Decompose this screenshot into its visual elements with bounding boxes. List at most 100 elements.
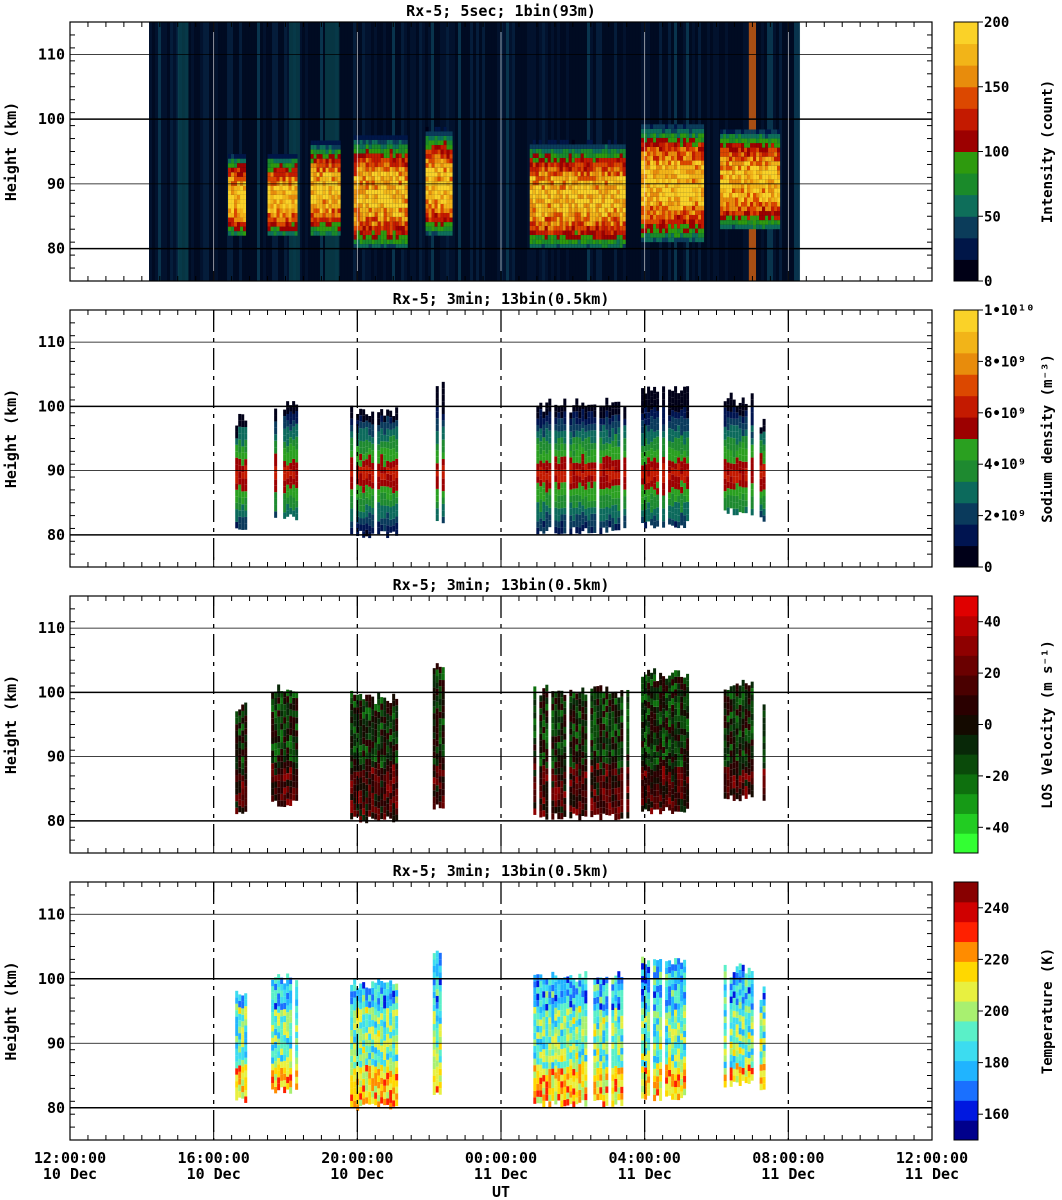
data-cell [435,495,439,502]
intensity-cell [768,179,772,184]
data-cell [386,486,390,494]
intensity-cell [668,196,672,202]
intensity-cell [288,217,292,223]
intensity-cell [291,167,295,173]
intensity-cell [282,172,286,177]
intensity-cell [644,219,648,225]
intensity-cell [656,210,660,215]
intensity-cell [228,226,232,232]
data-cell [377,457,381,464]
intensity-cell [583,144,587,149]
intensity-cell [741,197,745,203]
intensity-cell [610,203,614,208]
data-cell [599,456,603,464]
intensity-cell [701,187,705,193]
data-cell [614,453,618,460]
intensity-cell [316,172,320,177]
intensity-cell [535,207,539,213]
intensity-cell [377,194,381,199]
intensity-cell [622,235,626,240]
intensity-cell [604,216,608,222]
data-cell [286,426,290,434]
intensity-cell [674,151,678,157]
data-cell [575,436,579,444]
intensity-cell [692,133,696,138]
intensity-cell [595,180,599,186]
intensity-cell [395,198,399,204]
intensity-cell [425,231,429,236]
data-cell [235,801,239,808]
intensity-cell [446,167,450,173]
data-cell [295,404,299,412]
intensity-cell [377,239,381,245]
data-cell [614,517,618,524]
intensity-cell [735,179,739,184]
colorbar-swatch [954,194,978,217]
intensity-cell [374,198,378,204]
colorbar-tick-label: 0 [984,560,992,576]
data-cell [395,439,399,446]
intensity-cell [741,170,745,175]
intensity-cell [449,190,453,195]
data-cell [569,444,573,452]
intensity-cell [583,171,587,177]
intensity-cell [616,225,620,231]
intensity-cell [662,174,666,179]
intensity-cell [282,185,286,191]
data-cell [741,448,745,456]
intensity-cell [316,158,320,164]
intensity-cell [574,157,578,163]
intensity-cell [240,167,244,173]
intensity-cell [559,171,563,177]
intensity-cell [729,211,733,216]
noise-streak [470,22,474,281]
data-cell [435,398,439,406]
data-cell [611,421,615,429]
intensity-cell [686,124,690,129]
intensity-cell [568,153,572,158]
data-cell [641,458,645,466]
intensity-cell [744,206,748,212]
data-cell [677,412,681,419]
intensity-cell [598,153,602,158]
intensity-cell [619,157,623,163]
data-cell [548,398,552,406]
intensity-cell [319,222,323,227]
data-cell [295,417,299,424]
intensity-cell [313,176,317,182]
intensity-cell [607,162,611,168]
intensity-cell [334,222,338,227]
data-cell [671,422,675,430]
noise-streak [221,22,225,281]
data-cell [578,418,582,425]
intensity-cell [443,222,447,227]
intensity-cell [316,149,320,155]
data-cell [539,511,543,519]
intensity-cell [431,190,435,195]
intensity-cell [356,221,360,226]
data-cell [554,481,558,489]
intensity-cell [674,214,678,220]
data-cell [729,469,733,477]
data-cell [557,527,561,535]
intensity-cell [595,221,599,226]
data-cell [647,515,651,522]
data-cell [593,520,597,527]
data-cell [726,462,730,469]
data-cell [647,495,651,503]
data-cell [383,447,387,455]
intensity-cell [288,226,292,232]
intensity-cell [592,239,596,245]
data-cell [575,398,579,405]
data-cell [650,435,654,442]
intensity-cell [291,163,295,168]
intensity-cell [562,171,566,177]
data-cell [435,437,439,444]
data-cell [395,426,399,434]
intensity-cell [404,135,408,140]
intensity-cell [583,198,587,204]
intensity-cell [231,167,235,173]
intensity-cell [428,190,432,195]
intensity-cell [698,174,702,179]
intensity-cell [398,198,402,204]
